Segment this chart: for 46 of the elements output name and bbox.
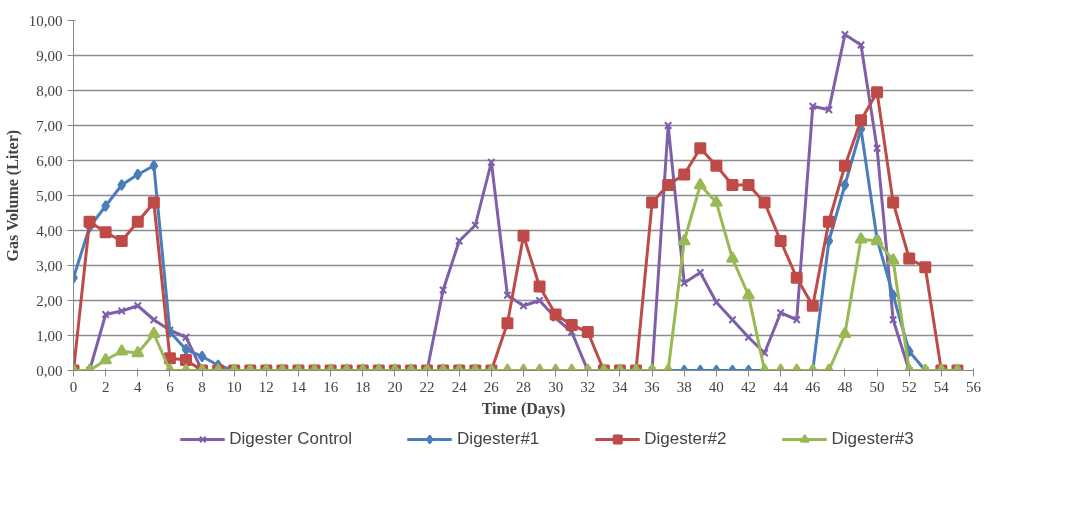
x-tick-label: 12 bbox=[258, 378, 274, 395]
x-tick-label: 8 bbox=[198, 378, 206, 395]
legend-label: Digester#2 bbox=[644, 429, 727, 449]
x-tick-label: 10 bbox=[226, 378, 242, 395]
x-tick-label: 48 bbox=[837, 378, 853, 395]
y-tick-label: 8,00 bbox=[36, 82, 63, 99]
x-tick-label: 22 bbox=[419, 378, 435, 395]
x-tick-label: 20 bbox=[387, 378, 403, 395]
x-tick-label: 54 bbox=[933, 378, 950, 395]
x-tick-label: 26 bbox=[483, 378, 500, 395]
x-tick-label: 56 bbox=[966, 378, 982, 395]
x-tick-label: 34 bbox=[612, 378, 628, 395]
x-tick-label: 46 bbox=[805, 378, 821, 395]
y-tick-label: 3,00 bbox=[36, 257, 63, 274]
x-tick-label: 28 bbox=[516, 378, 531, 395]
x-tick-label: 6 bbox=[166, 378, 175, 395]
x-tick-label: 24 bbox=[451, 378, 468, 395]
x-tick-label: 36 bbox=[644, 378, 661, 395]
y-tick-label: 0,00 bbox=[36, 362, 63, 379]
x-tick-label: 42 bbox=[741, 378, 756, 395]
legend-label: Digester#1 bbox=[457, 429, 540, 449]
x-tick-label: 50 bbox=[869, 378, 885, 395]
y-tick-label: 6,00 bbox=[36, 152, 63, 169]
legend-label: Digester#3 bbox=[831, 429, 914, 449]
x-tick-label: 30 bbox=[548, 378, 564, 395]
y-tick-label: 7,00 bbox=[36, 117, 63, 134]
y-tick-label: 9,00 bbox=[36, 47, 63, 64]
x-tick-label: 44 bbox=[773, 378, 789, 395]
x-tick-label: 4 bbox=[134, 378, 143, 395]
x-tick-label: 18 bbox=[355, 378, 371, 395]
y-tick-label: 2,00 bbox=[36, 292, 63, 309]
y-tick-label: 10,00 bbox=[28, 12, 63, 29]
legend-label: Digester Control bbox=[229, 429, 353, 449]
y-tick-label: 1,00 bbox=[36, 327, 63, 344]
y-tick-label: 5,00 bbox=[36, 187, 63, 204]
x-tick-label: 14 bbox=[291, 378, 307, 395]
y-axis-title: Gas Volume (Liter) bbox=[3, 129, 22, 262]
x-tick-label: 0 bbox=[69, 378, 78, 395]
x-tick-label: 38 bbox=[676, 378, 692, 395]
x-tick-label: 16 bbox=[323, 378, 339, 395]
x-tick-label: 52 bbox=[901, 378, 917, 395]
y-tick-label: 4,00 bbox=[36, 222, 63, 239]
x-tick-label: 32 bbox=[580, 378, 596, 395]
x-tick-label: 40 bbox=[708, 378, 724, 395]
x-axis-title: Time (Days) bbox=[481, 399, 566, 418]
x-tick-label: 2 bbox=[101, 378, 110, 395]
